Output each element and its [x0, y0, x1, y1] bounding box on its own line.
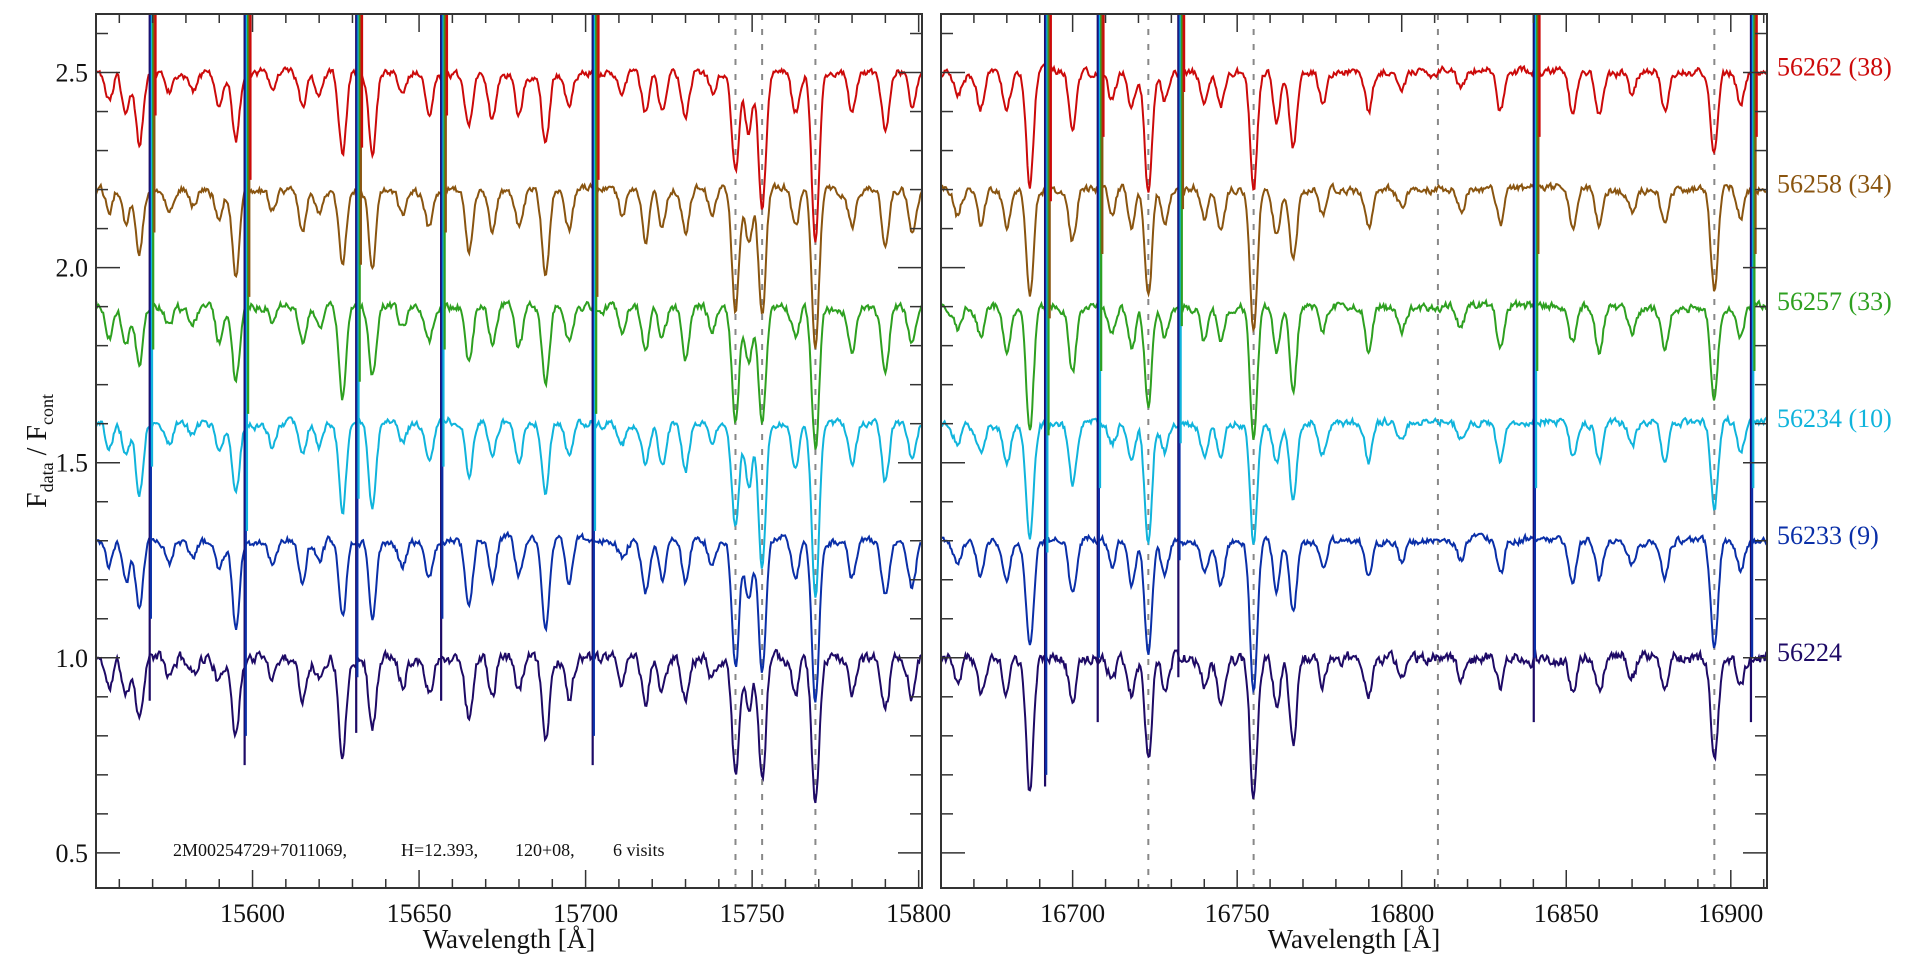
- axes: 15600 15650 15700 15750 15800 16700 16750 16800…: [56, 13, 1768, 928]
- annotation-field: 120+08,: [515, 840, 575, 860]
- spectrum-56224: [941, 648, 1767, 800]
- x-axis-label-left: Wavelength [Å]: [423, 924, 596, 954]
- y-tick-label: 1.0: [56, 644, 89, 673]
- y-tick-label: 2.5: [56, 59, 89, 88]
- x-tick-label: 16850: [1534, 899, 1599, 928]
- spectrum-56257: [941, 298, 1767, 440]
- spectrum-56234: [96, 416, 922, 598]
- x-tick-label: 15800: [886, 899, 951, 928]
- y-tick-label: 1.5: [56, 449, 89, 478]
- x-tick-label: 16700: [1040, 899, 1105, 928]
- y-tick-label: 2.0: [56, 254, 89, 283]
- legend-label-56224: 56224: [1777, 638, 1842, 667]
- legend-label-56262: 56262 (38): [1777, 53, 1892, 82]
- legend-label-56258: 56258 (34): [1777, 170, 1892, 199]
- y-axis-label: Fdata / Fcont: [22, 394, 57, 508]
- legend: 56224 56233 (9) 56234 (10) 56257 (33) 56258 …: [1777, 53, 1892, 667]
- annotation-star: 2M00254729+7011069,: [173, 840, 347, 860]
- panel-frame: [95, 13, 923, 889]
- spectrum-56224: [96, 648, 922, 804]
- legend-label-56233: 56233 (9): [1777, 521, 1879, 550]
- spectrum-56258: [96, 181, 922, 349]
- x-tick-label: 16800: [1369, 899, 1434, 928]
- x-tick-label: 16900: [1698, 899, 1763, 928]
- spectrum-56257: [96, 299, 922, 450]
- right-panel: [941, 14, 1767, 888]
- annotation-visits: 6 visits: [613, 840, 665, 860]
- spectrum-56234: [941, 413, 1767, 546]
- spectrum-56258: [941, 181, 1767, 334]
- x-tick-label: 15600: [220, 899, 285, 928]
- panel-frame: [940, 13, 1768, 889]
- y-label-sub2: cont: [37, 394, 57, 425]
- y-label-main: F: [22, 492, 53, 508]
- x-tick-label: 15700: [553, 899, 618, 928]
- spectrum-56233: [941, 532, 1767, 695]
- spectrum-56262: [96, 65, 922, 243]
- spectrum-56262: [941, 63, 1767, 193]
- plot-area: [941, 14, 1767, 888]
- x-axis-label-right: Wavelength [Å]: [1268, 924, 1441, 954]
- x-tick-label: 15650: [387, 899, 452, 928]
- annotation-hmag: H=12.393,: [401, 840, 478, 860]
- annotation: 2M00254729+7011069, H=12.393, 120+08, 6 …: [173, 840, 665, 860]
- x-tick-label: 15750: [720, 899, 785, 928]
- legend-label-56257: 56257 (33): [1777, 287, 1892, 316]
- plot-area: [96, 14, 922, 888]
- legend-label-56234: 56234 (10): [1777, 404, 1892, 433]
- x-tick-label: 16750: [1205, 899, 1270, 928]
- y-tick-label: 0.5: [56, 839, 89, 868]
- spectrum-56233: [96, 530, 922, 703]
- left-panel: [96, 14, 922, 888]
- y-label-sub1: data: [37, 462, 57, 492]
- y-label-mid: / F: [22, 425, 53, 462]
